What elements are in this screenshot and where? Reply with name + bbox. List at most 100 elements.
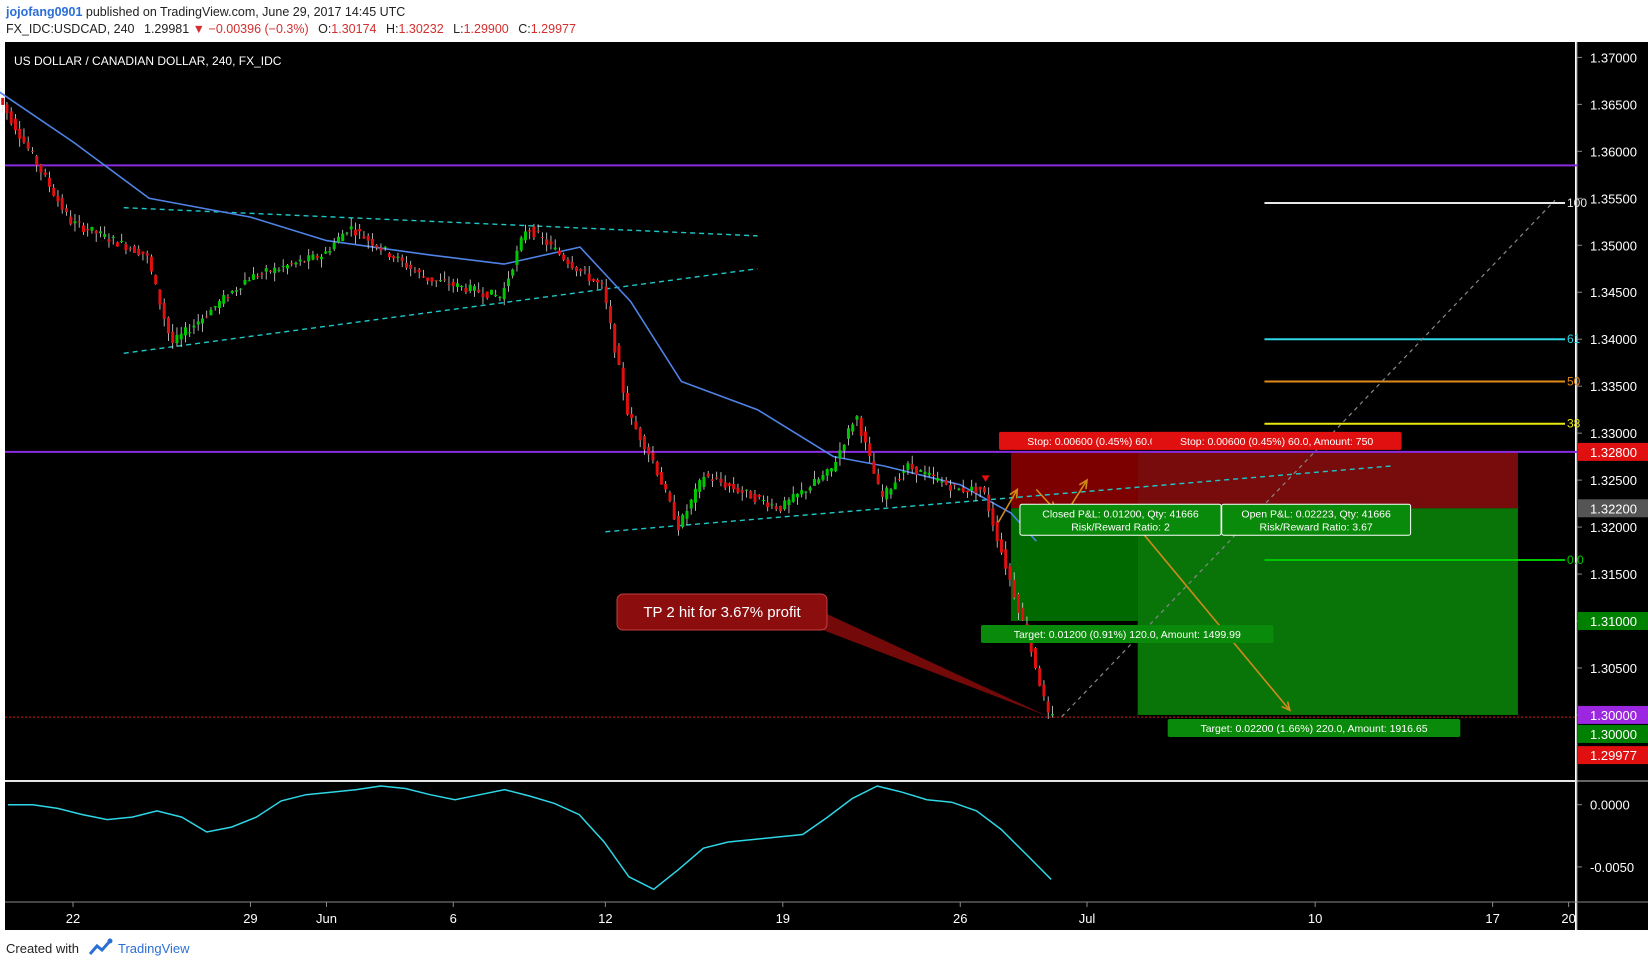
candle-body xyxy=(706,473,710,477)
candle-body xyxy=(489,289,493,295)
candle-body xyxy=(183,327,187,336)
candle-body xyxy=(642,436,646,450)
candle-body xyxy=(821,475,825,480)
position-1-pnl-text: Risk/Reward Ratio: 2 xyxy=(1071,521,1170,533)
candle-body xyxy=(868,443,872,457)
candle-body xyxy=(285,265,289,269)
position-2-pnl-text: Open P&L: 0.02223, Qty: 41666 xyxy=(1241,508,1391,520)
symbol-label: FX_IDC:USDCAD, 240 xyxy=(6,22,135,36)
candle-body xyxy=(9,111,13,124)
candle-body xyxy=(621,367,625,393)
fib-level-label: 0.0 xyxy=(1567,553,1584,567)
candle-body xyxy=(647,447,651,455)
candle-body xyxy=(710,479,714,481)
candle-body xyxy=(120,240,124,242)
candle-body xyxy=(69,216,73,225)
candle-body xyxy=(52,187,56,196)
candle-body xyxy=(158,289,162,305)
fib-level-label: 50 xyxy=(1567,374,1581,388)
candle-body xyxy=(876,474,880,485)
candle-body xyxy=(485,291,489,299)
candle-body xyxy=(727,483,731,487)
price-tick-label: 1.30500 xyxy=(1590,661,1637,676)
low-value: 1.29900 xyxy=(463,22,509,36)
candle-body xyxy=(787,499,791,505)
fib-level-label: 61 xyxy=(1567,332,1581,346)
footer: Created with TradingView xyxy=(0,934,1648,962)
oscillator-tick-label: -0.0050 xyxy=(1590,860,1634,875)
time-tick-label: Jun xyxy=(316,911,337,926)
last-price: 1.29981 xyxy=(144,22,190,36)
candle-body xyxy=(1004,549,1008,569)
candle-body xyxy=(90,226,94,231)
candle-body xyxy=(587,273,591,281)
candle-body xyxy=(638,427,642,441)
candle-body xyxy=(22,136,26,143)
candle-body xyxy=(43,172,47,175)
candle-body xyxy=(999,539,1003,553)
candle-body xyxy=(447,284,451,286)
candle-body xyxy=(625,392,629,415)
candle-body xyxy=(834,461,838,472)
price-tick-label: 1.34500 xyxy=(1590,285,1637,300)
candle-body xyxy=(392,256,396,259)
candle-body xyxy=(676,515,680,531)
candle-body xyxy=(511,269,515,276)
candle-body xyxy=(417,269,421,273)
candle-body xyxy=(570,261,574,269)
price-tick-label: 1.37000 xyxy=(1590,50,1637,65)
candle-body xyxy=(957,488,961,491)
created-with-text: Created with xyxy=(6,941,79,956)
candle-body xyxy=(311,254,315,260)
candle-body xyxy=(825,469,829,476)
candle-body xyxy=(307,255,311,262)
price-axis-background xyxy=(1577,42,1648,930)
candle-body xyxy=(404,262,408,268)
published-text: published on TradingView.com, June 29, 2… xyxy=(85,5,406,19)
candle-body xyxy=(613,324,617,353)
candle-body xyxy=(226,297,230,299)
price-tick-label: 1.36000 xyxy=(1590,144,1637,159)
oscillator-pane-background xyxy=(5,782,1575,902)
candle-body xyxy=(1012,579,1016,598)
candle-body xyxy=(804,491,808,493)
author-link[interactable]: jojofang0901 xyxy=(6,5,83,19)
candle-body xyxy=(1,97,5,105)
tradingview-link[interactable]: TradingView xyxy=(118,941,190,956)
time-tick-label: 20 xyxy=(1561,911,1575,926)
annotation-pointer xyxy=(802,614,1049,717)
candle-body xyxy=(264,268,268,272)
candle-body xyxy=(205,316,209,318)
stop-zone-2 xyxy=(1137,451,1518,509)
candle-body xyxy=(668,492,672,501)
candle-body xyxy=(111,236,115,238)
candle-body xyxy=(328,250,332,253)
candle-body xyxy=(162,303,166,319)
candle-body xyxy=(1050,714,1054,716)
time-tick-label: 26 xyxy=(953,911,967,926)
candle-body xyxy=(910,463,914,470)
candle-body xyxy=(906,463,910,470)
price-tick-label: 1.34000 xyxy=(1590,332,1637,347)
trendline xyxy=(123,268,758,354)
candle-body xyxy=(1016,594,1020,613)
candle-body xyxy=(472,286,476,291)
price-label-box xyxy=(1578,612,1648,631)
candle-body xyxy=(434,280,438,282)
tradingview-logo-icon xyxy=(88,938,113,955)
candle-body xyxy=(188,332,192,334)
candle-body xyxy=(81,225,85,232)
candle-body xyxy=(583,269,587,271)
projection-arrow-up-2-head xyxy=(1078,478,1088,490)
candle-body xyxy=(230,290,234,293)
candle-body xyxy=(64,208,68,213)
position-1-target-text: Target: 0.01200 (0.91%) 120.0, Amount: 1… xyxy=(1014,629,1241,641)
candle-body xyxy=(290,263,294,265)
price-label-text: 1.30000 xyxy=(1590,727,1637,742)
oscillator-tick-label: 0.0000 xyxy=(1590,798,1630,813)
close-label: C: xyxy=(518,22,531,36)
candle-body xyxy=(315,255,319,259)
candle-body xyxy=(519,237,523,251)
price-tick-label: 1.32000 xyxy=(1590,520,1637,535)
